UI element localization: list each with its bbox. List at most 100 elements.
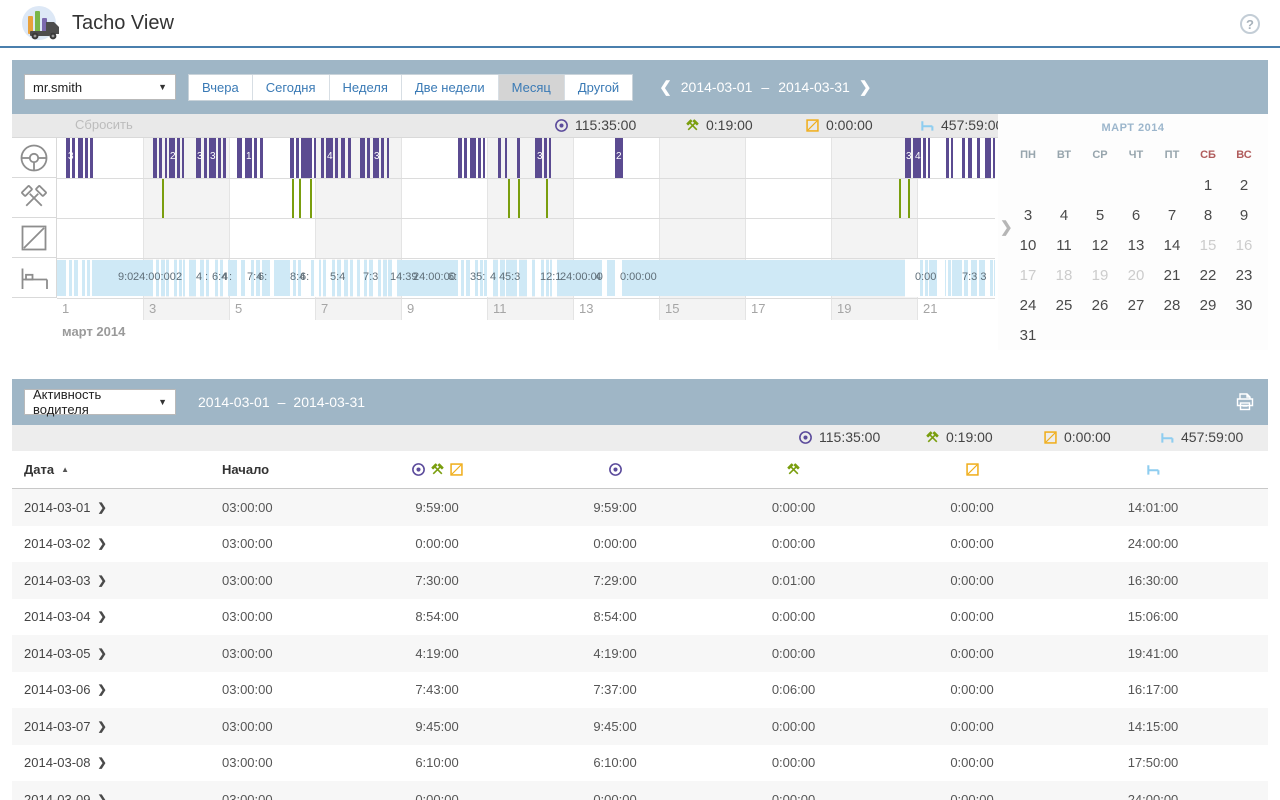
calendar-day[interactable]: 11 <box>1046 230 1082 260</box>
work-bar <box>899 179 901 218</box>
rest-gap <box>270 259 274 297</box>
row-value-cell: 03:00:00 <box>210 682 348 697</box>
column-availability-icon[interactable] <box>883 462 1061 477</box>
steering-wheel-icon <box>608 462 623 477</box>
row-expand-icon[interactable]: ❯ <box>98 501 107 514</box>
square-diagonal-icon <box>449 462 464 477</box>
range-button[interactable]: Вчера <box>189 75 253 100</box>
bed-icon <box>920 118 935 133</box>
row-expand-icon[interactable]: ❯ <box>98 683 107 696</box>
calendar-grid: ПНВТСРЧТПТСБВС12345678910111213141516171… <box>1010 140 1268 350</box>
driver-select[interactable]: mr.smith ▼ <box>24 74 176 100</box>
calendar-day[interactable]: 25 <box>1046 290 1082 320</box>
driving-bar <box>218 138 221 178</box>
row-value-cell: 8:54:00 <box>526 609 704 624</box>
column-work-icon[interactable] <box>704 462 883 477</box>
axis-day-label: 3 <box>143 298 229 320</box>
calendar-day[interactable]: 5 <box>1082 200 1118 230</box>
table-row: 2014-03-09❯03:00:000:00:000:00:000:00:00… <box>12 781 1268 800</box>
driving-bar <box>254 138 257 178</box>
calendar-day[interactable]: 27 <box>1118 290 1154 320</box>
table-row: 2014-03-06❯03:00:007:43:007:37:000:06:00… <box>12 672 1268 709</box>
rest-gap <box>321 259 323 297</box>
row-expand-icon[interactable]: ❯ <box>98 610 107 623</box>
column-total-icons[interactable] <box>348 462 526 477</box>
row-expand-icon[interactable]: ❯ <box>98 756 107 769</box>
column-date[interactable]: Дата ▲ <box>12 462 210 477</box>
report-type-select[interactable]: Активность водителя ▼ <box>24 389 176 415</box>
calendar-day[interactable]: 8 <box>1190 200 1226 230</box>
row-value-cell: 4:19:00 <box>526 646 704 661</box>
calendar-day[interactable]: 12 <box>1082 230 1118 260</box>
row-expand-icon[interactable]: ❯ <box>98 793 107 800</box>
stat-rest: 457:59:00 <box>1160 429 1243 445</box>
range-button[interactable]: Неделя <box>330 75 402 100</box>
work-bar <box>518 179 520 218</box>
range-button[interactable]: Другой <box>565 75 632 100</box>
calendar-collapse-icon[interactable]: ❯ <box>1000 218 1013 236</box>
column-rest-icon[interactable] <box>1061 462 1245 477</box>
work-bar <box>162 179 164 218</box>
calendar-day[interactable]: 13 <box>1118 230 1154 260</box>
calendar-day[interactable]: 7 <box>1154 200 1190 230</box>
chevron-down-icon: ▼ <box>158 397 167 407</box>
driving-bar <box>985 138 991 178</box>
calendar-day[interactable]: 1 <box>1190 170 1226 200</box>
calendar-day[interactable]: 6 <box>1118 200 1154 230</box>
timeline-chart[interactable]: март 2014 13579111315171921323314332349:… <box>57 138 995 345</box>
calendar-weekday: ПН <box>1010 140 1046 170</box>
calendar-day[interactable]: 21 <box>1154 260 1190 290</box>
rest-label: 7:3 3 <box>962 271 986 283</box>
calendar-day[interactable]: 3 <box>1010 200 1046 230</box>
rail-availability <box>12 218 57 258</box>
stat-rest: 457:59:00 <box>920 117 1003 133</box>
calendar-day[interactable]: 4 <box>1046 200 1082 230</box>
calendar-day[interactable]: 24 <box>1010 290 1046 320</box>
column-start[interactable]: Начало <box>210 462 348 477</box>
calendar-day <box>1154 170 1190 200</box>
axis-day-label: 7 <box>315 298 401 320</box>
row-value-cell: 03:00:00 <box>210 573 348 588</box>
row-expand-icon[interactable]: ❯ <box>98 647 107 660</box>
reset-button[interactable]: Сбросить <box>75 117 133 132</box>
help-icon[interactable]: ? <box>1240 14 1260 34</box>
prev-range-button[interactable]: ❮ <box>659 78 672 96</box>
driving-bar <box>549 138 551 178</box>
table-row: 2014-03-08❯03:00:006:10:006:10:000:00:00… <box>12 745 1268 782</box>
rest-gap <box>237 259 241 297</box>
calendar-weekday: ВТ <box>1046 140 1082 170</box>
rest-gap <box>185 259 189 297</box>
column-driving-icon[interactable] <box>526 462 704 477</box>
calendar-day[interactable]: 2 <box>1226 170 1262 200</box>
work-bar <box>292 179 294 218</box>
calendar-day[interactable]: 31 <box>1010 320 1046 350</box>
row-divider <box>57 178 995 179</box>
work-bar <box>546 179 548 218</box>
activity-type-rail <box>12 138 57 345</box>
driver-select-value: mr.smith <box>33 80 82 95</box>
calendar-day[interactable]: 29 <box>1190 290 1226 320</box>
range-button[interactable]: Месяц <box>499 75 565 100</box>
calendar-day[interactable]: 10 <box>1010 230 1046 260</box>
calendar-day[interactable]: 26 <box>1082 290 1118 320</box>
row-value-cell: 0:00:00 <box>883 536 1061 551</box>
row-expand-icon[interactable]: ❯ <box>98 720 107 733</box>
calendar-day[interactable]: 28 <box>1154 290 1190 320</box>
row-value-cell: 03:00:00 <box>210 536 348 551</box>
next-range-button[interactable]: ❯ <box>859 78 872 96</box>
driving-bar-label: 2 <box>170 151 176 162</box>
row-value-cell: 0:00:00 <box>704 536 883 551</box>
range-button[interactable]: Сегодня <box>253 75 330 100</box>
calendar-day[interactable]: 23 <box>1226 260 1262 290</box>
stat-driving: 115:35:00 <box>798 429 880 445</box>
calendar-day[interactable]: 14 <box>1154 230 1190 260</box>
range-button[interactable]: Две недели <box>402 75 499 100</box>
row-expand-icon[interactable]: ❯ <box>98 574 107 587</box>
calendar-day[interactable]: 30 <box>1226 290 1262 320</box>
calendar-day[interactable]: 9 <box>1226 200 1262 230</box>
driving-bar <box>470 138 476 178</box>
calendar-day[interactable]: 22 <box>1190 260 1226 290</box>
row-expand-icon[interactable]: ❯ <box>98 537 107 550</box>
driving-bar <box>321 138 324 178</box>
print-button[interactable] <box>1234 392 1256 412</box>
